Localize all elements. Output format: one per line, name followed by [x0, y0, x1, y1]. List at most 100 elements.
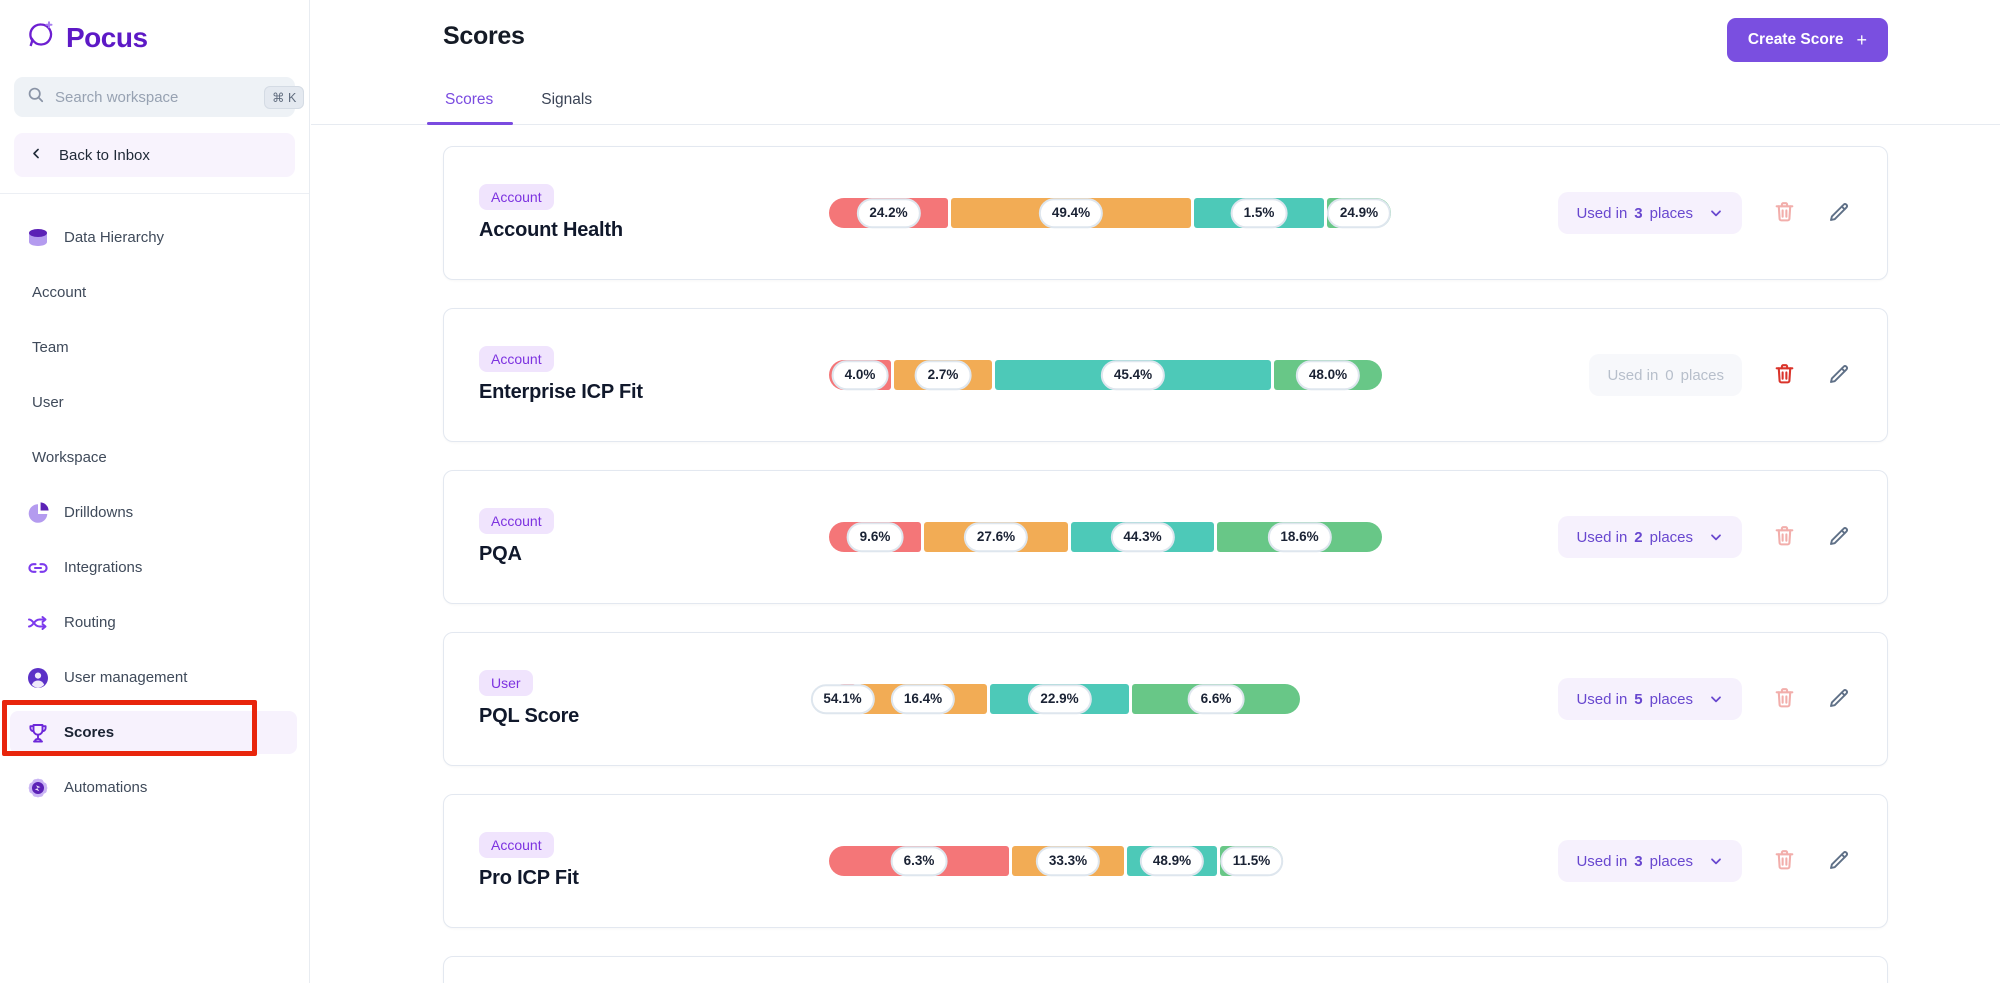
tab-scores[interactable]: Scores [426, 81, 514, 125]
sidebar-item-user-management[interactable]: User management [0, 650, 309, 705]
main-content: Scores Create Score + Scores Signals Acc… [311, 0, 2000, 983]
trash-icon [1772, 685, 1797, 713]
used-in-places-dropdown[interactable]: Used in 3 places [1558, 840, 1742, 882]
segment-value-pill: 49.4% [1038, 198, 1104, 228]
trash-icon [1772, 847, 1797, 875]
segment-value-pill: 44.3% [1110, 522, 1175, 552]
score-distribution-bar: 54.1% 16.4% 22.9% 6.6% [810, 684, 1391, 714]
segment-value-pill: 48.9% [1139, 846, 1205, 876]
sidebar-item-label: Workspace [32, 449, 107, 466]
segment-value-pill: 4.0% [831, 360, 889, 390]
pocus-logo-icon [26, 20, 56, 55]
page-title: Scores [443, 22, 525, 50]
sidebar-item-routing[interactable]: Routing [0, 595, 309, 650]
pencil-icon [1827, 362, 1851, 389]
score-distribution-bar: 6.3% 33.3% 48.9% 11.5% [829, 846, 1391, 876]
sidebar-divider [0, 193, 309, 194]
chevron-left-icon [29, 146, 44, 165]
segment-value-pill: 11.5% [1219, 846, 1284, 876]
user-circle-icon [26, 666, 50, 690]
bar-segment-teal: 48.9% [1127, 846, 1217, 876]
entity-type-badge: Account [479, 508, 554, 534]
sidebar-item-account[interactable]: Account [0, 265, 309, 320]
segment-value-pill: 33.3% [1035, 846, 1101, 876]
automation-icon [26, 776, 50, 800]
pencil-icon [1827, 524, 1851, 551]
sidebar-item-label: Account [32, 284, 87, 301]
create-score-button[interactable]: Create Score + [1726, 18, 1888, 62]
segment-value-pill: 6.3% [890, 846, 948, 876]
entity-type-badge: Account [479, 184, 554, 210]
score-name: Pro ICP Fit [479, 867, 579, 889]
edit-score-button[interactable] [1827, 686, 1851, 713]
bar-segment-green: 11.5% [1219, 846, 1284, 876]
sidebar-item-label: Team [32, 339, 69, 356]
link-icon [26, 556, 50, 580]
used-in-places-dropdown[interactable]: Used in 2 places [1558, 516, 1742, 558]
segment-value-pill: 6.6% [1187, 684, 1245, 714]
bar-segment-teal: 44.3% [1071, 522, 1214, 552]
edit-score-button[interactable] [1827, 524, 1851, 551]
bar-segment-salmon: 9.6% [829, 522, 921, 552]
chevron-down-icon [1708, 205, 1724, 221]
delete-score-button[interactable] [1772, 361, 1797, 389]
bar-segment-green: 18.6% [1217, 522, 1382, 552]
segment-value-pill: 16.4% [890, 684, 956, 714]
trash-icon [1772, 523, 1797, 551]
delete-score-button[interactable] [1772, 199, 1797, 227]
sidebar-item-integrations[interactable]: Integrations [0, 540, 309, 595]
segment-value-pill: 9.6% [846, 522, 904, 552]
search-icon [26, 85, 45, 109]
chevron-down-icon [1708, 691, 1724, 707]
bar-segment-orange: 2.7% [894, 360, 992, 390]
score-name: Enterprise ICP Fit [479, 381, 643, 403]
used-in-places-dropdown: Used in 0 places [1589, 354, 1742, 396]
bar-segment-salmon: 54.1% [810, 684, 875, 714]
sidebar-item-label: Automations [64, 779, 148, 796]
edit-score-button[interactable] [1827, 200, 1851, 227]
score-card: Account Account Health 24.2% 49.4% 1.5% 24.… [443, 146, 1888, 280]
create-score-label: Create Score [1747, 31, 1844, 48]
bar-segment-salmon: 6.3% [829, 846, 1009, 876]
score-distribution-bar: 4.0% 2.7% 45.4% 48.0% [829, 360, 1391, 390]
used-in-places-dropdown[interactable]: Used in 3 places [1558, 192, 1742, 234]
score-card-partial [443, 956, 1888, 983]
sidebar-item-scores[interactable]: Scores [0, 705, 309, 760]
score-card: User PQL Score 54.1% 16.4% 22.9% 6.6% Used … [443, 632, 1888, 766]
sidebar-item-drilldowns[interactable]: Drilldowns [0, 485, 309, 540]
sidebar: Pocus ⌘ K Back to Inbox Data Hierarchy A… [0, 0, 310, 983]
tab-signals[interactable]: Signals [541, 91, 593, 108]
bar-segment-teal: 1.5% [1194, 198, 1324, 228]
segment-value-pill: 48.0% [1295, 360, 1361, 390]
sidebar-item-automations[interactable]: Automations [0, 760, 309, 815]
used-in-places-dropdown[interactable]: Used in 5 places [1558, 678, 1742, 720]
sidebar-item-team[interactable]: Team [0, 320, 309, 375]
shuffle-icon [26, 611, 50, 635]
segment-value-pill: 24.2% [856, 198, 921, 228]
entity-type-badge: Account [479, 346, 554, 372]
delete-score-button[interactable] [1772, 685, 1797, 713]
delete-score-button[interactable] [1772, 847, 1797, 875]
trash-icon [1772, 199, 1797, 227]
edit-score-button[interactable] [1827, 362, 1851, 389]
score-card: Account Pro ICP Fit 6.3% 33.3% 48.9% 11.5% … [443, 794, 1888, 928]
segment-value-pill: 45.4% [1100, 360, 1166, 390]
delete-score-button[interactable] [1772, 523, 1797, 551]
search-input[interactable] [55, 88, 254, 106]
search-box[interactable]: ⌘ K [14, 77, 305, 117]
sidebar-item-user[interactable]: User [0, 375, 309, 430]
bar-segment-salmon: 24.2% [829, 198, 948, 228]
sidebar-item-workspace[interactable]: Workspace [0, 430, 309, 485]
back-to-inbox-button[interactable]: Back to Inbox [14, 133, 295, 177]
bar-segment-salmon: 4.0% [829, 360, 891, 390]
score-card: Account Enterprise ICP Fit 4.0% 2.7% 45.4%… [443, 308, 1888, 442]
trash-icon [1772, 361, 1797, 389]
keyboard-shortcut-badge: ⌘ K [264, 85, 305, 109]
sidebar-item-label: Data Hierarchy [64, 229, 165, 246]
bar-segment-orange: 16.4% [859, 684, 987, 714]
score-distribution-bar: 24.2% 49.4% 1.5% 24.9% [829, 198, 1392, 228]
entity-type-badge: Account [479, 832, 554, 858]
sidebar-item-data-hierarchy[interactable]: Data Hierarchy [0, 210, 309, 265]
entity-type-badge: User [479, 670, 533, 696]
edit-score-button[interactable] [1827, 848, 1851, 875]
